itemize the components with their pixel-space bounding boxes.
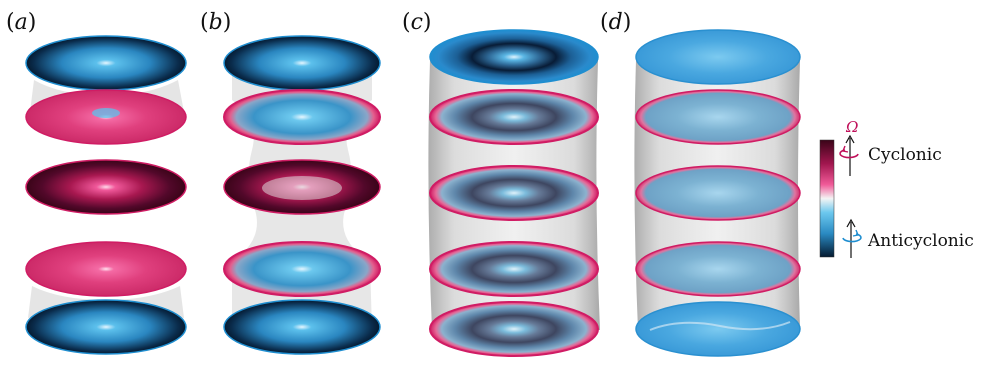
disc-c-4 <box>429 241 599 297</box>
disc-a-1 <box>25 35 187 91</box>
panel-d <box>634 29 801 357</box>
disc-c-3 <box>429 165 599 221</box>
counterclockwise-rotation-arrow-icon <box>839 134 859 176</box>
omega-symbol: Ω <box>846 118 859 136</box>
disc-a-3 <box>25 159 187 215</box>
disc-b-2 <box>223 89 381 145</box>
disc-a-4 <box>25 241 187 297</box>
disc-a-2-center <box>92 108 120 118</box>
disc-d-2 <box>635 89 801 145</box>
disc-c-5 <box>429 301 599 357</box>
disc-b-1 <box>223 35 381 91</box>
disc-b-3-center <box>262 176 342 200</box>
disc-c-2 <box>429 89 599 145</box>
disc-d-5 <box>635 301 801 357</box>
disc-d-5-swirl <box>649 321 791 331</box>
anticyclonic-label: Anticyclonic <box>868 231 974 251</box>
disc-b-5 <box>223 299 381 355</box>
disc-d-3 <box>635 165 801 221</box>
disc-d-1 <box>635 29 801 85</box>
clockwise-rotation-arrow-icon <box>842 218 862 258</box>
cyclonic-label: Cyclonic <box>868 145 942 165</box>
disc-d-4 <box>635 241 801 297</box>
panel-label-b: (b) <box>200 10 232 35</box>
colorbar <box>819 139 835 258</box>
panel-b <box>223 35 381 355</box>
disc-b-4 <box>223 241 381 297</box>
panel-label-d: (d) <box>600 10 632 35</box>
panel-c <box>428 29 600 357</box>
colormap-legend <box>819 134 862 258</box>
disc-c-1 <box>429 29 599 85</box>
disc-a-5 <box>25 299 187 355</box>
panel-label-a: (a) <box>6 10 37 35</box>
panel-label-c: (c) <box>402 10 432 35</box>
panel-a <box>25 35 187 355</box>
